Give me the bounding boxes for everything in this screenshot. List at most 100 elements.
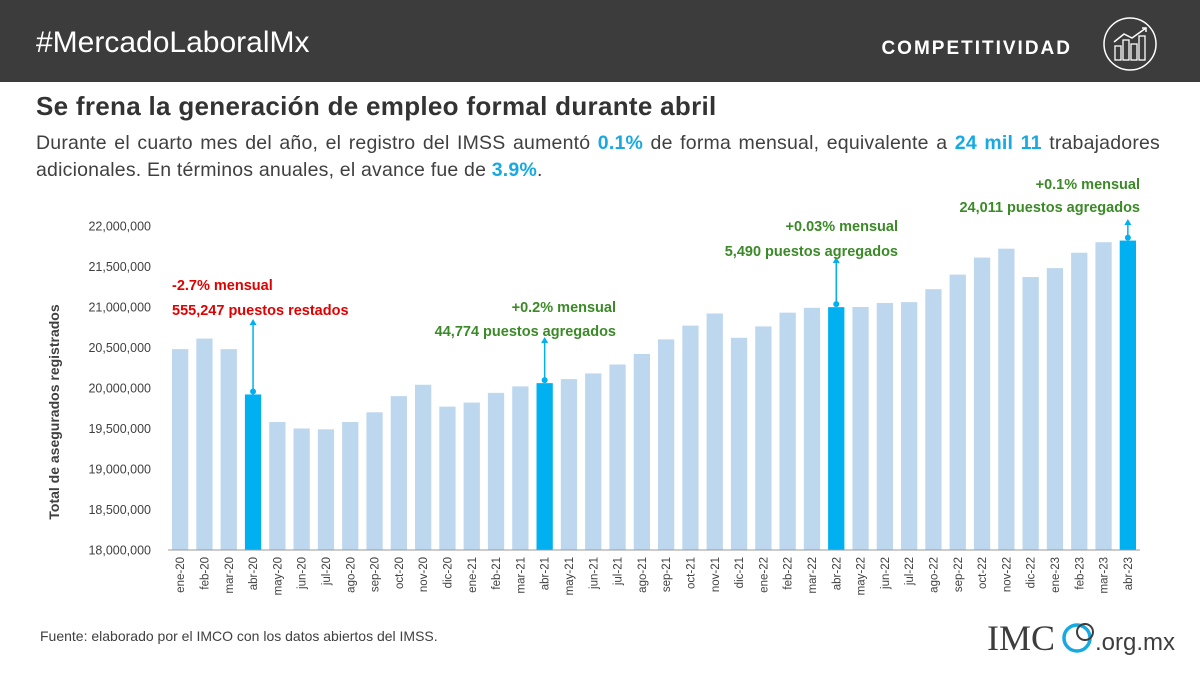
annotation-arrow: [832, 257, 840, 263]
x-tick-label: mar-21: [515, 557, 527, 593]
bar-dic-20: [439, 406, 456, 550]
bar-abr-20: [244, 394, 262, 550]
x-tick-label: ene-23: [1050, 557, 1062, 593]
bar-may-22: [852, 307, 869, 550]
bar-mar-22: [803, 307, 821, 550]
annotation-arrow: [1124, 219, 1132, 225]
x-tick-label: abr-23: [1123, 557, 1135, 590]
x-tick-label: may-21: [564, 557, 576, 595]
x-tick-label: oct-22: [977, 557, 989, 589]
x-tick-label: may-22: [856, 557, 868, 595]
x-tick-label: abr-22: [831, 557, 843, 590]
page-title: Se frena la generación de empleo formal …: [36, 91, 717, 121]
x-tick-label: jun-22: [880, 557, 892, 590]
x-tick-label: ene-20: [175, 557, 187, 593]
bar-feb-21: [487, 392, 505, 550]
subtitle-text-3: trabajadores adicionales. En términos an…: [36, 132, 1161, 181]
x-tick-label: nov-21: [710, 557, 722, 592]
bar-sep-22: [949, 274, 966, 550]
y-tick-label: 21,000,000: [88, 301, 151, 315]
bar-ene-22: [755, 326, 772, 550]
x-tick-label: sep-20: [370, 557, 382, 592]
x-tick-label: nov-20: [418, 557, 430, 592]
y-tick-label: 19,500,000: [88, 422, 151, 436]
y-tick-label: 19,000,000: [88, 463, 151, 477]
y-tick-label: 18,000,000: [88, 544, 151, 558]
annotation-line2: 555,247 puestos restados: [172, 303, 349, 319]
annotation-line1: +0.03% mensual: [786, 219, 898, 235]
y-tick-label: 22,000,000: [88, 220, 151, 234]
annotation-dot: [1124, 234, 1131, 241]
x-tick-label: mar-20: [224, 557, 236, 593]
bar-ene-20: [172, 349, 189, 550]
x-tick-label: jun-20: [297, 557, 309, 590]
bar-nov-22: [998, 248, 1015, 550]
x-tick-label: oct-21: [685, 557, 697, 589]
subtitle-text-4: .: [536, 159, 543, 181]
x-tick-label: feb-21: [491, 557, 503, 590]
x-tick-label: jul-20: [321, 557, 333, 586]
bar-oct-21: [682, 325, 699, 550]
subtitle-text-1: Durante el cuarto mes del año, el regist…: [36, 132, 598, 154]
x-tick-label: jul-21: [613, 557, 625, 586]
hashtag-title: #MercadoLaboralMx: [36, 26, 310, 59]
x-tick-label: oct-20: [394, 557, 406, 589]
x-tick-label: mar-22: [807, 557, 819, 593]
bar-dic-21: [730, 337, 748, 550]
x-tick-label: sep-22: [953, 557, 965, 592]
bar-sep-21: [658, 339, 675, 550]
bar-mar-20: [220, 349, 237, 550]
bar-jul-22: [901, 302, 918, 550]
imco-logo: IMC .org.mx: [987, 618, 1175, 658]
x-tick-label: ago-20: [345, 557, 357, 593]
source-note: Fuente: elaborado por el IMCO con los da…: [40, 628, 438, 644]
x-tick-label: jul-22: [904, 557, 916, 586]
x-tick-label: may-20: [272, 557, 284, 595]
logo-domain-text: .org.mx: [1095, 629, 1175, 656]
annotation-dot: [250, 388, 257, 395]
y-axis-title: Total de asegurados registrados: [46, 304, 62, 519]
x-tick-label: ene-22: [758, 557, 770, 593]
y-tick-label: 20,500,000: [88, 341, 151, 355]
annotation-line2: 5,490 puestos agregados: [725, 244, 898, 260]
annotation-dot: [833, 301, 840, 308]
x-tick-label: ene-21: [467, 557, 479, 593]
annotation-line1: -2.7% mensual: [172, 278, 273, 294]
bar-nov-21: [706, 313, 723, 550]
x-tick-label: dic-21: [734, 557, 746, 588]
bar-oct-20: [390, 396, 407, 550]
bar-may-21: [560, 379, 578, 550]
subtitle-highlight-count: 24 mil 11: [954, 132, 1042, 154]
bar-dic-22: [1022, 277, 1039, 550]
bar-oct-22: [973, 257, 991, 550]
x-tick-label: dic-20: [442, 557, 454, 588]
bar-ago-21: [633, 353, 650, 550]
x-tick-label: abr-21: [540, 557, 552, 590]
x-tick-label: mar-23: [1099, 557, 1111, 593]
x-tick-label: jun-21: [588, 557, 600, 590]
x-tick-label: dic-22: [1026, 557, 1038, 588]
subtitle-text-2: de forma mensual, equivalente a: [643, 132, 955, 154]
bar-ene-21: [463, 402, 480, 550]
bar-ago-20: [342, 422, 359, 550]
logo-imco-text: IMC: [987, 618, 1055, 658]
bar-ago-22: [925, 289, 942, 550]
bar-feb-22: [779, 312, 796, 550]
annotation-arrow: [541, 337, 549, 343]
x-tick-label: abr-20: [248, 557, 260, 590]
bar-jun-22: [876, 302, 893, 550]
bar-jun-21: [585, 373, 602, 550]
x-tick-label: feb-20: [199, 557, 211, 590]
bar-abr-23: [1119, 240, 1136, 550]
bar-jun-20: [293, 428, 310, 550]
brand-label: COMPETITIVIDAD: [881, 38, 1072, 59]
header-bar: #MercadoLaboralMx COMPETITIVIDAD: [0, 0, 1200, 82]
subtitle-highlight-annual: 3.9%: [491, 159, 537, 181]
x-tick-label: feb-23: [1074, 557, 1086, 590]
bar-mar-21: [512, 386, 529, 550]
x-tick-label: ago-22: [928, 557, 940, 593]
page-subtitle: Durante el cuarto mes del año, el regist…: [36, 130, 1160, 184]
bar-jul-20: [317, 429, 335, 550]
y-tick-label: 20,000,000: [88, 382, 151, 396]
